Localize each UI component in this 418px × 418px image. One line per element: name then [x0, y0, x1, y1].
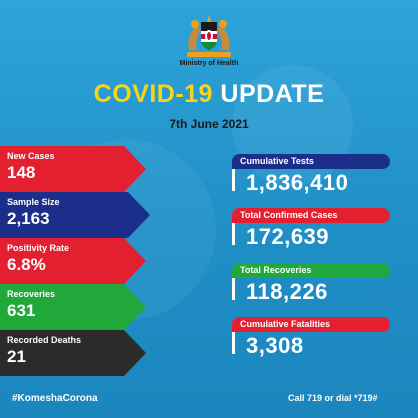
recoveries-label: Recoveries	[7, 289, 56, 299]
cumulative-fatalities-value: 3,308	[246, 333, 304, 358]
divider	[232, 332, 235, 354]
card-arrow-shape	[0, 330, 146, 376]
page-title: COVID-19 UPDATE	[0, 80, 418, 109]
total-recoveries-value: 118,226	[246, 279, 328, 304]
total-confirmed-label: Total Confirmed Cases	[240, 210, 338, 220]
total-recoveries-pill: Total Recoveries	[232, 263, 390, 278]
total-recoveries-label: Total Recoveries	[240, 265, 312, 275]
cumulative-fatalities-label: Cumulative Fatalities	[240, 319, 331, 329]
title-covid: COVID-19	[93, 80, 213, 108]
divider	[232, 169, 235, 191]
new-cases-value: 148	[7, 163, 36, 182]
positivity-rate-label: Positivity Rate	[7, 243, 70, 253]
recorded-deaths-value: 21	[7, 347, 26, 366]
card-arrow-shape	[0, 192, 150, 238]
cumulative-tests-pill: Cumulative Tests	[232, 154, 390, 169]
hashtag: #KomeshaCorona	[12, 393, 98, 404]
title-update: UPDATE	[220, 80, 325, 108]
kenya-coat-of-arms-icon	[187, 15, 231, 57]
cumulative-tests-label: Cumulative Tests	[240, 156, 314, 166]
hotline: Call 719 or dial *719#	[288, 393, 378, 403]
recoveries-value: 631	[7, 301, 36, 320]
total-confirmed-pill: Total Confirmed Cases	[232, 208, 390, 223]
cumulative-tests-value: 1,836,410	[246, 170, 349, 195]
recorded-deaths-label: Recorded Deaths	[7, 335, 82, 345]
positivity-rate-card: Positivity Rate 6.8%	[0, 238, 150, 284]
card-arrow-shape	[0, 284, 146, 330]
card-arrow-shape	[0, 238, 146, 284]
total-confirmed-value: 172,639	[246, 224, 330, 249]
report-date: 7th June 2021	[169, 117, 249, 131]
sample-size-card: Sample Size 2,163	[0, 192, 150, 238]
cumulative-fatalities-pill: Cumulative Fatalities	[232, 317, 390, 332]
divider	[232, 223, 235, 245]
recorded-deaths-card: Recorded Deaths 21	[0, 330, 150, 376]
new-cases-card: New Cases 148	[0, 146, 150, 192]
sample-size-label: Sample Size	[7, 197, 60, 207]
ministry-label: Ministry of Health	[179, 60, 239, 67]
card-arrow-shape	[0, 146, 146, 192]
divider	[232, 278, 235, 300]
new-cases-label: New Cases	[7, 151, 55, 161]
positivity-rate-value: 6.8%	[7, 255, 46, 274]
recoveries-card: Recoveries 631	[0, 284, 150, 330]
sample-size-value: 2,163	[7, 209, 50, 228]
